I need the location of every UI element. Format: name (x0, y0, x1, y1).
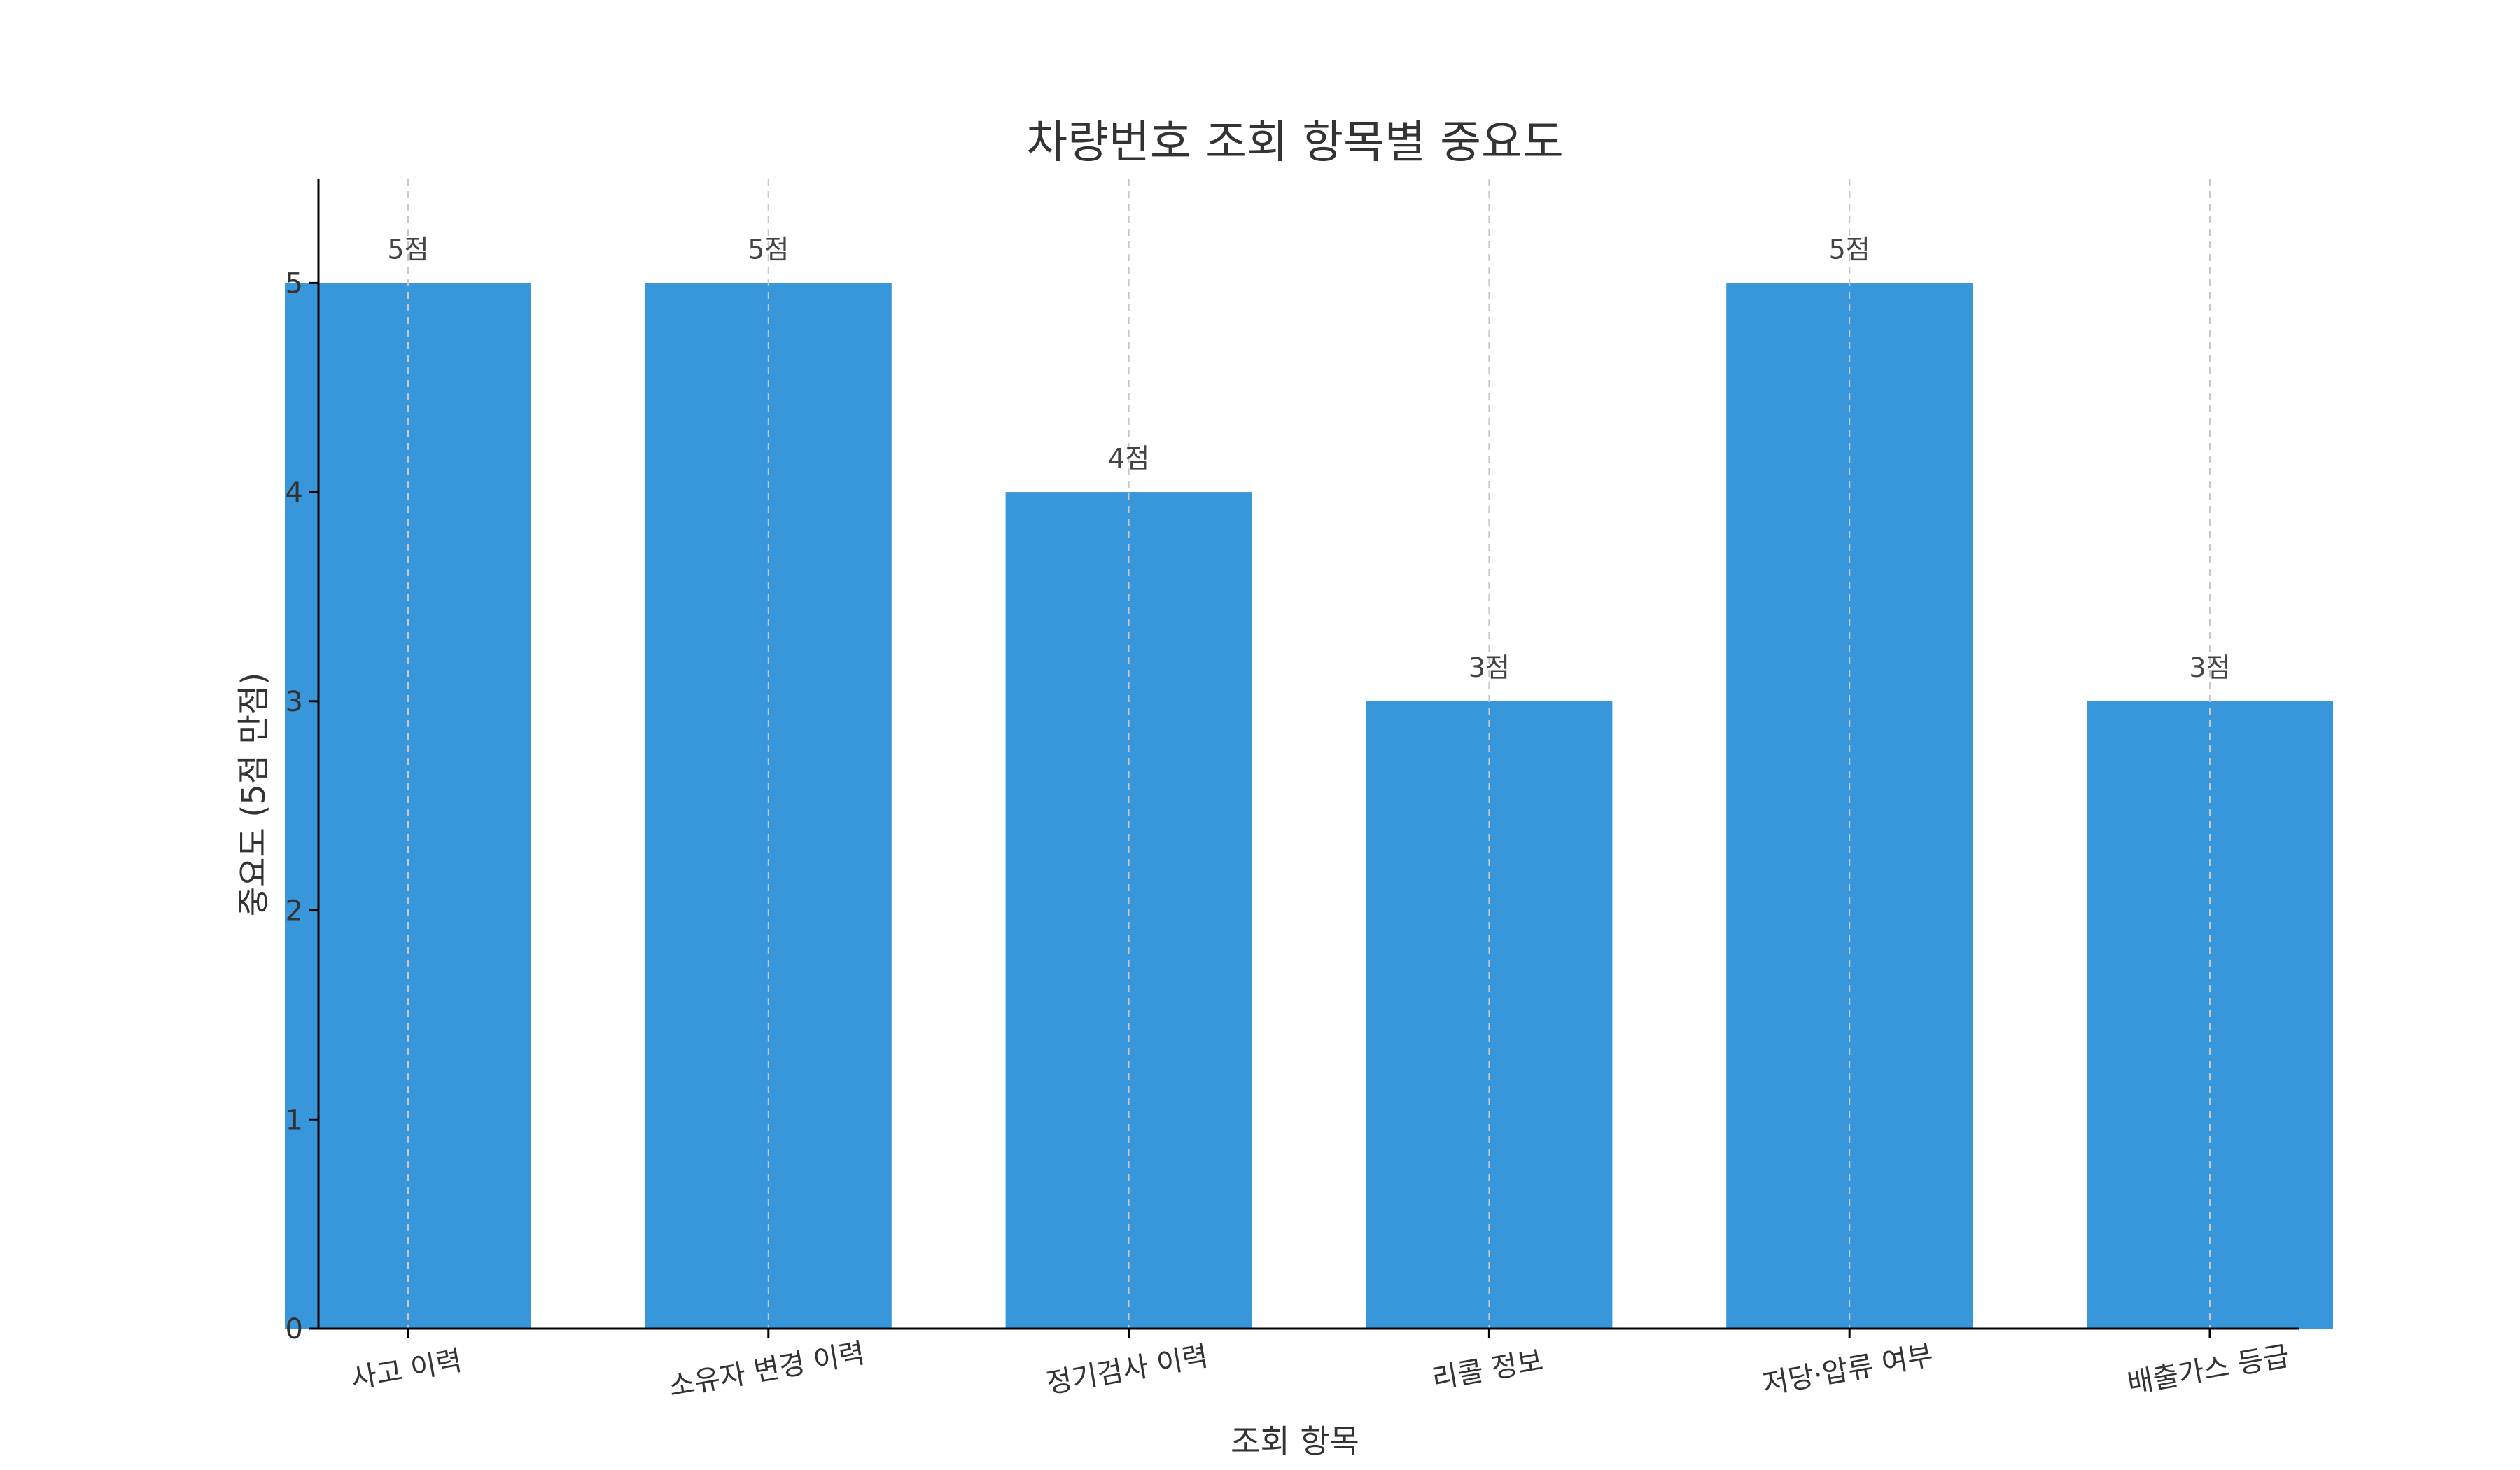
chart-title: 차량번호 조회 항목별 중요도 (1026, 117, 1564, 169)
x-tick-label: 사고 이력 (349, 1345, 464, 1396)
y-tick-label: 5 (286, 267, 303, 300)
x-tick-label: 소유자 변경 이력 (666, 1337, 867, 1403)
bar (1726, 283, 1973, 1329)
bar-value-label: 5점 (387, 234, 428, 265)
y-tick-label: 4 (286, 477, 303, 509)
bar-value-label: 3점 (2189, 652, 2230, 683)
bar (285, 283, 531, 1329)
x-axis-label: 조회 항목 (1231, 1422, 1359, 1460)
y-tick-label: 0 (286, 1313, 303, 1345)
x-axis-ticks: 사고 이력 소유자 변경 이력 정기검사 이력 리콜 정보 저당·압류 여부 배출가스 등… (349, 1329, 2292, 1403)
bar-value-label: 5점 (748, 234, 789, 265)
bar-value-labels: 5점 5점 4점 3점 5점 3점 (387, 234, 2230, 682)
bar-value-label: 3점 (1469, 652, 1510, 683)
x-tick-label: 리콜 정보 (1429, 1345, 1545, 1396)
y-tick-label: 3 (286, 686, 303, 718)
x-tick-label: 배출가스 등급 (2125, 1340, 2292, 1400)
y-axis-label: 중요도 (5점 만점) (234, 673, 272, 916)
bars (285, 283, 2333, 1329)
grid-lines-overlay (407, 178, 2211, 1329)
y-axis-ticks: 0 1 2 3 4 5 (286, 267, 318, 1345)
axes (317, 178, 2300, 1330)
bar (645, 283, 892, 1329)
bar-value-label: 5점 (1829, 234, 1870, 265)
bar-value-label: 4점 (1108, 443, 1149, 474)
x-tick-label: 정기검사 이력 (1044, 1340, 1210, 1400)
y-tick-label: 1 (286, 1104, 303, 1136)
y-tick-label: 2 (286, 895, 303, 927)
x-tick-label: 저당·압류 여부 (1760, 1339, 1935, 1401)
